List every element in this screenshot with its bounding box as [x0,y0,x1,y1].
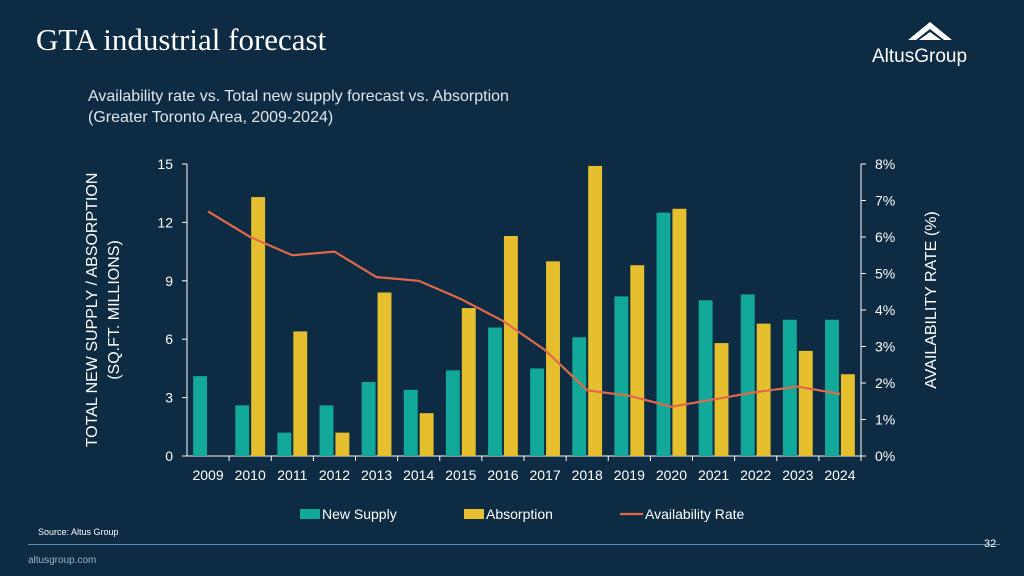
absorption-bar [630,265,645,456]
absorption-bar [714,343,729,456]
left-tick-label: 0 [165,448,173,464]
chart-subtitle: Availability rate vs. Total new supply f… [88,86,509,128]
new-supply-bar [572,337,587,456]
x-tick-label: 2023 [782,467,813,483]
right-tick-label: 8% [875,156,895,172]
right-tick-label: 4% [875,302,895,318]
new-supply-bar [614,296,629,456]
left-tick-label: 3 [165,390,173,406]
absorption-bar [798,350,813,456]
new-supply-bar [277,432,292,456]
new-supply-bar [825,319,839,456]
slide-title: GTA industrial forecast [36,22,327,57]
page-number: 32 [984,538,997,550]
x-tick-label: 2024 [824,467,855,483]
source-note: Source: Altus Group [38,527,119,537]
right-axis-title: AVAILABILITY RATE (%) [923,211,940,389]
x-tick-label: 2016 [487,467,518,483]
x-tick-label: 2020 [656,467,687,483]
x-tick-label: 2010 [235,467,266,483]
right-tick-label: 5% [875,266,895,282]
left-axis-title-line-2: (SQ.FT. MILLIONS) [106,240,123,380]
legend-label-new-supply: New Supply [322,506,397,522]
website-link[interactable]: altusgroup.com [28,555,97,566]
x-tick-label: 2021 [698,467,729,483]
absorption-bar [335,432,350,456]
x-tick-label: 2022 [740,467,771,483]
absorption-bar [503,236,518,456]
absorption-bar [672,208,687,456]
absorption-bar [419,413,434,456]
new-supply-bar [740,294,755,456]
subtitle-line-1: Availability rate vs. Total new supply f… [88,88,509,105]
new-supply-bar [319,405,334,456]
left-axis-title-line-1: TOTAL NEW SUPPLY / ABSORPTION [84,173,101,448]
right-tick-label: 1% [875,412,895,428]
logo-text: AltusGroup [872,46,968,67]
absorption-bar [588,165,603,457]
x-tick-label: 2011 [277,467,307,483]
logo-mountain-icon [908,22,952,40]
new-supply-bar [656,212,671,456]
right-tick-label: 0% [875,448,895,464]
legend-label-absorption: Absorption [486,506,553,522]
footer-divider [28,544,1000,545]
left-tick-label: 15 [157,156,173,172]
left-tick-label: 12 [157,214,173,230]
x-tick-label: 2013 [361,467,392,483]
legend-label-availability-rate: Availability Rate [645,506,745,522]
new-supply-bar [361,382,376,456]
new-supply-bar [235,405,250,456]
x-tick-label: 2017 [529,467,560,483]
left-tick-label: 6 [165,331,173,347]
new-supply-bar [193,376,208,456]
new-supply-bar [403,389,418,456]
x-tick-label: 2009 [192,467,223,483]
new-supply-bar [698,300,713,456]
legend-swatch-new-supply [300,509,320,519]
new-supply-bar [530,368,545,456]
absorption-bar [461,308,476,456]
altus-group-logo: AltusGroup [872,20,992,70]
absorption-bar [756,323,771,456]
absorption-bar [293,331,308,456]
availability-rate-line [207,210,841,408]
right-tick-label: 3% [875,339,895,355]
new-supply-bar [488,327,502,456]
absorption-bar [251,197,266,457]
right-tick-label: 2% [875,375,895,391]
legend-swatch-absorption [464,509,484,519]
absorption-bar [840,374,855,456]
right-tick-label: 7% [875,193,895,209]
new-supply-bar [445,370,460,456]
left-tick-label: 9 [165,273,173,289]
x-tick-label: 2015 [445,467,476,483]
x-tick-label: 2019 [614,467,645,483]
absorption-bar [377,292,392,456]
x-tick-label: 2018 [572,467,603,483]
right-tick-label: 6% [875,229,895,245]
x-tick-label: 2012 [319,467,350,483]
x-tick-label: 2014 [403,467,434,483]
subtitle-line-2: (Greater Toronto Area, 2009-2024) [88,109,334,126]
